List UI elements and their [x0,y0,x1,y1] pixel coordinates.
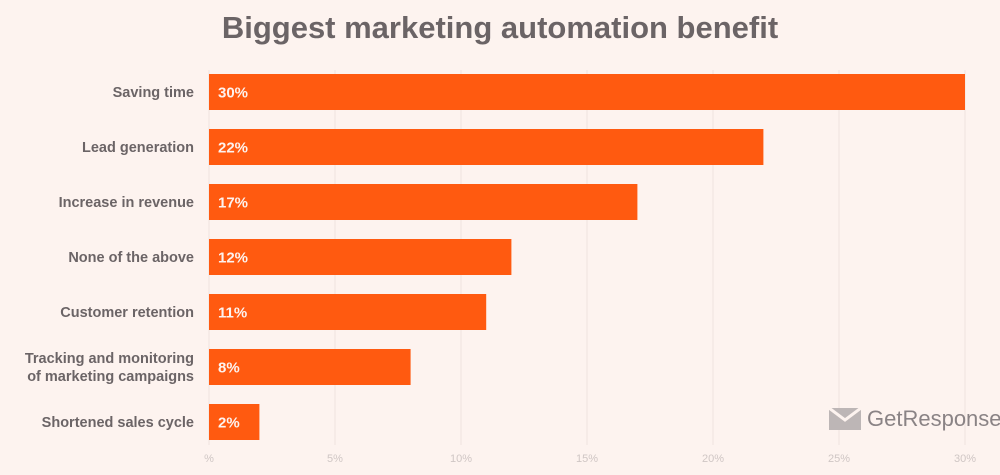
bar-value-label: 12% [218,250,248,267]
bar-value-label: 17% [218,195,248,212]
category-label: None of the above [68,250,194,266]
bar [209,294,487,330]
x-tick-label: 30% [954,453,976,465]
envelope-smile-icon [829,408,861,430]
brand-name: GetResponse [867,406,1000,431]
x-tick-label: 5% [327,453,343,465]
x-tick-label: 15% [576,453,598,465]
x-tick-label: % [204,453,214,465]
bar [209,404,260,440]
bar-value-label: 22% [218,140,248,157]
category-label: Customer retention [60,305,194,321]
bar [209,349,411,385]
x-tick-label: 25% [828,453,850,465]
getresponse-logo: GetResponse [829,406,1000,432]
bar [209,129,764,165]
bar [209,184,638,220]
x-tick-label: 10% [450,453,472,465]
bar [209,74,965,110]
category-label: Increase in revenue [59,195,194,211]
category-label: Shortened sales cycle [42,415,194,431]
bar-value-label: 11% [218,305,247,322]
category-label: Lead generation [82,140,194,156]
category-label: Tracking and monitoring of marketing camp… [25,351,194,385]
bar-value-label: 30% [218,85,248,102]
x-tick-label: 20% [702,453,724,465]
chart-title: Biggest marketing automation benefit [221,10,779,45]
bar [209,239,512,275]
category-label: Saving time [113,85,194,101]
bar-value-label: 2% [218,415,240,432]
bar-value-label: 8% [218,360,240,377]
